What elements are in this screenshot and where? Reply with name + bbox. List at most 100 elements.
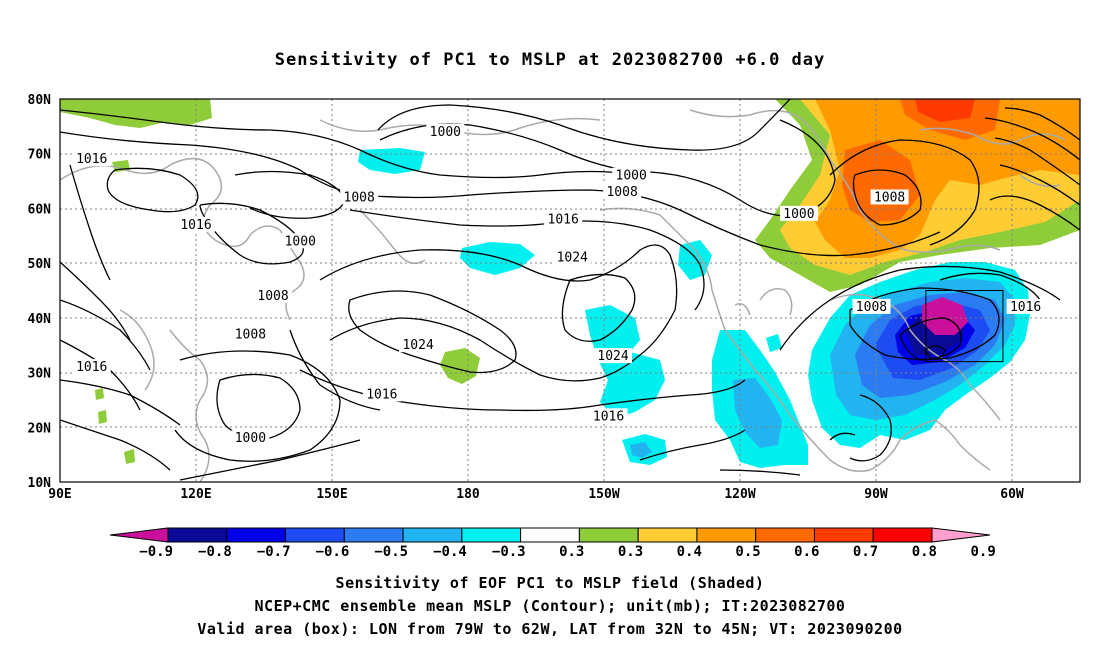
colorbar-swatch <box>696 527 757 543</box>
colorbar-swatch <box>226 527 287 543</box>
mslp-contour-layer <box>60 99 1080 481</box>
contour-label-text: 1016 <box>1010 300 1041 315</box>
lon-label: 120W <box>724 487 755 502</box>
contour-label-text: 1000 <box>616 169 647 184</box>
contour-label: 1016 <box>72 359 111 375</box>
contour-label-bg <box>231 430 270 446</box>
lon-label: 180 <box>456 487 480 502</box>
contour-label-bg <box>603 184 642 200</box>
contour-label: 1008 <box>231 326 270 342</box>
contour-label-bg <box>870 189 909 205</box>
colorbar-label: 0.3 <box>559 544 584 560</box>
grid-lines <box>60 99 1080 482</box>
contour-label-bg <box>852 298 891 314</box>
contour-label-bg <box>553 249 592 265</box>
shade-positive-dateline <box>440 348 480 384</box>
contour-label-bg <box>72 151 111 167</box>
contour-label-bg <box>1006 298 1045 314</box>
contour-label-text: 1008 <box>344 190 375 205</box>
colorbar-label: 0.5 <box>735 544 760 560</box>
contour-label-text: 1016 <box>366 387 397 402</box>
colorbar-label: 0.6 <box>794 544 819 560</box>
contour-label-text: 1000 <box>783 207 814 222</box>
contour-label: 1000 <box>281 233 320 249</box>
colorbar-label: −0.8 <box>198 544 232 560</box>
shade-positive-red-patch <box>915 99 975 122</box>
contour-label-text: 1008 <box>606 185 637 200</box>
contour-label-bg <box>362 386 401 402</box>
colorbar-label: 0.3 <box>618 544 643 560</box>
colorbar-label: −0.7 <box>257 544 291 560</box>
contour-label: 1024 <box>399 337 438 353</box>
contour-label-text: 1016 <box>548 212 579 227</box>
colorbar-swatch <box>343 527 404 543</box>
contour-label-text: 1008 <box>235 327 266 342</box>
contour-label: 1016 <box>177 216 215 233</box>
colorbar-label: 0.4 <box>677 544 702 560</box>
lat-label: 50N <box>28 257 52 272</box>
contour-label-bg <box>177 216 215 232</box>
contour-label-bg <box>594 348 633 364</box>
valid-area-box <box>925 290 1004 363</box>
contour-label: 1000 <box>779 205 818 222</box>
contour-label: 1016 <box>72 151 111 167</box>
shade-negative-cyan-north <box>358 148 425 174</box>
contour-label-bg <box>426 123 465 139</box>
contour-label-text: 1024 <box>402 338 433 353</box>
colorbar: −0.9 −0.8 −0.7 −0.6 −0.5 −0.4 −0.3 0.3 0.3 0.4 0.5… <box>109 527 996 560</box>
shading-layer <box>60 99 1080 468</box>
lat-label: 10N <box>28 476 52 491</box>
lon-label: 90W <box>864 487 888 502</box>
colorbar-swatch <box>520 527 580 543</box>
colorbar-swatch <box>872 527 933 543</box>
lat-label: 40N <box>28 312 52 327</box>
colorbar-swatch <box>637 527 698 543</box>
lat-label: 70N <box>28 148 52 163</box>
shade-positive-small-2 <box>95 388 104 400</box>
colorbar-swatch <box>755 527 815 543</box>
caption-line-2: NCEP+CMC ensemble mean MSLP (Contour); u… <box>254 597 846 615</box>
shade-negative-blue-blob <box>630 442 652 458</box>
map-frame <box>59 98 1081 483</box>
contour-label-bg <box>612 167 651 183</box>
colorbar-label: −0.9 <box>139 544 173 560</box>
contour-label: 1000 <box>612 167 651 184</box>
lat-label: 20N <box>28 421 52 436</box>
contour-label-bg <box>399 337 438 353</box>
contour-label-bg <box>779 205 818 221</box>
colorbar-swatch <box>167 527 228 543</box>
colorbar-swatch <box>461 527 522 543</box>
lon-label: 90E <box>48 487 71 502</box>
lon-label: 60W <box>1000 487 1024 502</box>
colorbar-swatch <box>578 527 639 543</box>
contour-label: 1008 <box>852 298 891 315</box>
contour-label-text: 1008 <box>257 289 288 304</box>
lat-axis-labels: 80N 70N 60N 50N 40N 30N 20N 10N <box>28 93 52 491</box>
contour-label-bg <box>340 189 379 205</box>
lat-label: 30N <box>28 367 52 382</box>
contour-label: 1008 <box>870 189 909 205</box>
colorbar-label: −0.6 <box>316 544 350 560</box>
contour-label: 1008 <box>254 287 293 304</box>
contour-label: 1000 <box>426 123 465 140</box>
colorbar-label: 0.8 <box>912 544 937 560</box>
contour-label-text: 1024 <box>557 251 588 266</box>
contour-label-layer: 1000101610081016100010001008101610241000… <box>72 123 1045 446</box>
lon-label: 150W <box>588 487 619 502</box>
caption-line-1: Sensitivity of EOF PC1 to MSLP field (Sh… <box>335 574 765 592</box>
colorbar-swatch <box>931 527 991 543</box>
contour-label-bg <box>72 359 111 375</box>
contour-label-text: 1008 <box>856 300 887 315</box>
map-panel: 1000101610081016100010001008101610241000… <box>60 99 1080 482</box>
colorbar-label: −0.5 <box>374 544 408 560</box>
lat-label: 80N <box>28 93 52 108</box>
colorbar-swatch <box>109 527 169 543</box>
lon-label: 120E <box>180 487 211 502</box>
lon-label: 150E <box>316 487 347 502</box>
contour-label-text: 1008 <box>874 190 905 205</box>
chart-title: Sensitivity of PC1 to MSLP at 2023082700… <box>274 50 826 70</box>
lon-axis-labels: 90E 120E 150E 180 150W 120W 90W 60W <box>48 487 1024 502</box>
contour-label-bg <box>254 287 293 303</box>
caption-line-3: Valid area (box): LON from 79W to 62W, L… <box>197 620 903 638</box>
shade-positive-nw <box>60 99 212 128</box>
